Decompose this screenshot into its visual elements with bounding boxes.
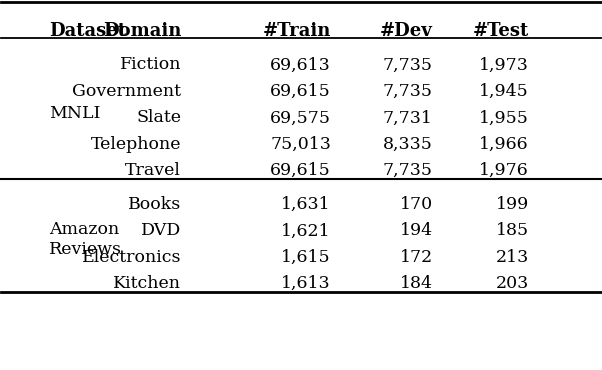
Text: Slate: Slate xyxy=(136,110,181,126)
Text: Books: Books xyxy=(128,196,181,213)
Text: 75,013: 75,013 xyxy=(270,136,331,153)
Text: 69,575: 69,575 xyxy=(270,110,331,126)
Text: 7,735: 7,735 xyxy=(383,162,433,179)
Text: 69,615: 69,615 xyxy=(270,162,331,179)
Text: 1,945: 1,945 xyxy=(479,83,529,100)
Text: 1,966: 1,966 xyxy=(479,136,529,153)
Text: MNLI: MNLI xyxy=(49,105,101,122)
Text: Domain: Domain xyxy=(103,21,181,40)
Text: 213: 213 xyxy=(495,249,529,266)
Text: Fiction: Fiction xyxy=(120,57,181,74)
Text: Travel: Travel xyxy=(125,162,181,179)
Text: 1,955: 1,955 xyxy=(479,110,529,126)
Text: #Test: #Test xyxy=(473,21,529,40)
Text: Electronics: Electronics xyxy=(82,249,181,266)
Text: 69,613: 69,613 xyxy=(270,57,331,74)
Text: 7,735: 7,735 xyxy=(383,57,433,74)
Text: Kitchen: Kitchen xyxy=(113,275,181,292)
Text: 170: 170 xyxy=(400,196,433,213)
Text: 8,335: 8,335 xyxy=(383,136,433,153)
Text: 1,631: 1,631 xyxy=(281,196,331,213)
Text: 69,615: 69,615 xyxy=(270,83,331,100)
Text: 203: 203 xyxy=(495,275,529,292)
Text: #Dev: #Dev xyxy=(380,21,433,40)
Text: 1,613: 1,613 xyxy=(281,275,331,292)
Text: 1,621: 1,621 xyxy=(281,222,331,239)
Text: 1,973: 1,973 xyxy=(479,57,529,74)
Text: 1,615: 1,615 xyxy=(281,249,331,266)
Text: 7,735: 7,735 xyxy=(383,83,433,100)
Text: Amazon
Reviews: Amazon Reviews xyxy=(49,221,122,258)
Text: 1,976: 1,976 xyxy=(479,162,529,179)
Text: 199: 199 xyxy=(495,196,529,213)
Text: Dataset: Dataset xyxy=(49,21,126,40)
Text: #Train: #Train xyxy=(262,21,331,40)
Text: 194: 194 xyxy=(400,222,433,239)
Text: DVD: DVD xyxy=(141,222,181,239)
Text: 185: 185 xyxy=(495,222,529,239)
Text: 172: 172 xyxy=(400,249,433,266)
Text: Telephone: Telephone xyxy=(91,136,181,153)
Text: 7,731: 7,731 xyxy=(383,110,433,126)
Text: Government: Government xyxy=(72,83,181,100)
Text: 184: 184 xyxy=(400,275,433,292)
